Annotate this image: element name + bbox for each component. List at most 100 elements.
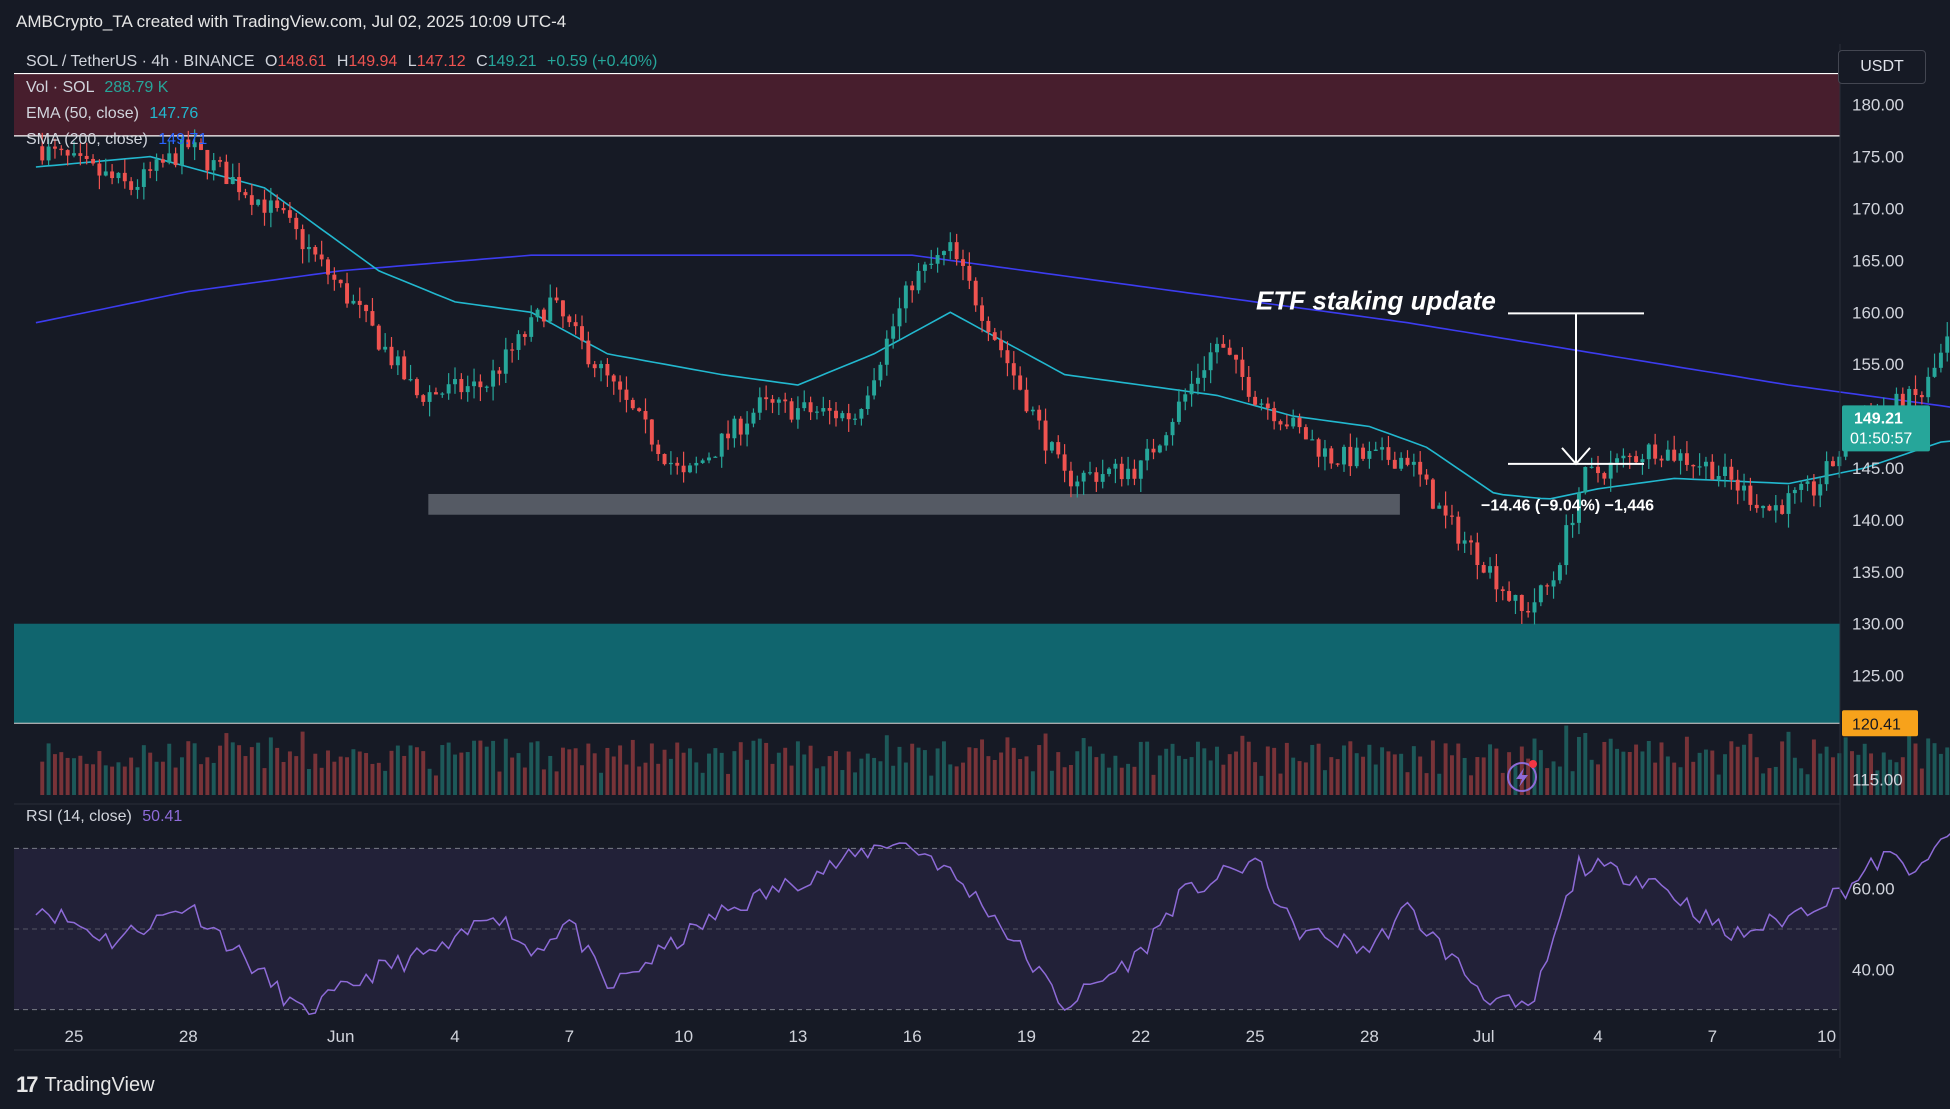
candle-body bbox=[421, 395, 426, 402]
high-value: 149.94 bbox=[348, 53, 398, 70]
attribution-text: AMBCrypto_TA created with TradingView.co… bbox=[16, 12, 567, 31]
candle-body bbox=[224, 161, 229, 185]
candles[interactable] bbox=[40, 129, 1950, 625]
volume-bar bbox=[1481, 757, 1486, 795]
candle-body bbox=[916, 270, 921, 291]
candle-body bbox=[624, 389, 629, 400]
volume-bar bbox=[249, 747, 254, 795]
candle-body bbox=[46, 146, 51, 161]
candle-body bbox=[294, 217, 299, 230]
candle-body bbox=[1691, 464, 1696, 467]
volume-bar bbox=[980, 739, 985, 795]
candle-body bbox=[897, 308, 902, 327]
candle-body bbox=[1837, 456, 1842, 467]
candle-body bbox=[1608, 462, 1613, 479]
volume-bar bbox=[1526, 758, 1531, 795]
volume-bar bbox=[338, 756, 343, 795]
candle-body bbox=[1145, 448, 1150, 461]
candle-body bbox=[249, 195, 254, 205]
candle-body bbox=[846, 413, 851, 420]
volume-bar bbox=[745, 759, 750, 795]
candle-body bbox=[1119, 463, 1124, 480]
volume-bar bbox=[1018, 758, 1023, 795]
candle-body bbox=[1392, 459, 1397, 469]
price-tick-label: 180.00 bbox=[1852, 96, 1904, 115]
candle-body bbox=[1030, 409, 1035, 412]
mid-range-zone bbox=[428, 493, 1400, 515]
volume-bar bbox=[916, 747, 921, 795]
candle-body bbox=[707, 457, 711, 461]
candle-body bbox=[364, 304, 369, 312]
candle-body bbox=[668, 462, 673, 465]
candle-body bbox=[1735, 479, 1740, 491]
volume-bar bbox=[503, 738, 508, 795]
volume-bar bbox=[1322, 770, 1327, 795]
volume-bar bbox=[122, 766, 127, 795]
volume-bar bbox=[1132, 766, 1137, 795]
candle-body bbox=[573, 322, 578, 327]
currency-button[interactable]: USDT bbox=[1838, 50, 1926, 84]
tradingview-logo[interactable]: 17 TradingView bbox=[16, 1072, 155, 1098]
candle-body bbox=[1443, 505, 1448, 516]
candle-body bbox=[1830, 461, 1835, 467]
volume-bar bbox=[237, 745, 242, 795]
candle-body bbox=[148, 169, 153, 171]
volume-bar bbox=[529, 742, 534, 795]
legend-volume-row[interactable]: Vol · SOL 288.79 K bbox=[26, 79, 168, 97]
legend-rsi-row[interactable]: RSI (14, close) 50.41 bbox=[26, 808, 182, 826]
candle-body bbox=[732, 418, 737, 439]
volume-bar bbox=[192, 743, 197, 795]
candle-body bbox=[1183, 394, 1188, 402]
volume-bar bbox=[560, 747, 565, 795]
candle-countdown: 01:50:57 bbox=[1850, 430, 1912, 447]
ema-50-path bbox=[35, 155, 1950, 500]
volume-bar bbox=[541, 769, 546, 795]
candle-body bbox=[1767, 505, 1772, 511]
candle-body bbox=[484, 386, 489, 388]
candle-body bbox=[853, 418, 858, 420]
volume-bar bbox=[1119, 767, 1124, 795]
volume-bar bbox=[599, 772, 604, 795]
volume-bar bbox=[478, 740, 483, 795]
volume-bar bbox=[1265, 746, 1270, 795]
candle-body bbox=[402, 356, 407, 380]
chart-svg[interactable]: 115.00120.00125.00130.00135.00140.00145.… bbox=[0, 44, 1950, 1058]
volume-bar bbox=[1418, 756, 1423, 795]
time-tick-label: 28 bbox=[179, 1027, 198, 1046]
volume-bar bbox=[1723, 754, 1727, 795]
symbol-label: SOL / TetherUS · 4h · BINANCE bbox=[26, 53, 255, 70]
volume-bar bbox=[46, 743, 51, 795]
rsi-pane bbox=[14, 832, 1950, 1016]
candle-body bbox=[1894, 393, 1899, 407]
volume-bar bbox=[40, 761, 45, 795]
volume-bar bbox=[135, 767, 140, 795]
volume-bar bbox=[129, 757, 134, 795]
volume-bar bbox=[1005, 737, 1010, 795]
candle-body bbox=[65, 150, 70, 156]
volume-bar bbox=[757, 738, 762, 795]
time-tick-label: 4 bbox=[1593, 1027, 1602, 1046]
candle-body bbox=[268, 200, 273, 213]
volume-bar bbox=[1081, 738, 1086, 795]
sma-label: SMA (200, close) bbox=[26, 131, 148, 148]
candle-body bbox=[1824, 461, 1829, 485]
candle-body bbox=[440, 393, 445, 395]
legend-ema-row[interactable]: EMA (50, close) 147.76 bbox=[26, 105, 198, 123]
volume-bar bbox=[1691, 761, 1696, 795]
candle-body bbox=[1329, 448, 1334, 464]
candle-body bbox=[770, 399, 775, 403]
candle-body bbox=[1462, 540, 1467, 544]
legend-sma-row[interactable]: SMA (200, close) 149.71 bbox=[26, 131, 207, 149]
candle-body bbox=[529, 317, 534, 337]
candle-body bbox=[1240, 359, 1245, 377]
volume-bar bbox=[1627, 751, 1632, 795]
volume-bar bbox=[1729, 741, 1734, 795]
candle-body bbox=[1380, 447, 1385, 450]
candle-body bbox=[256, 199, 261, 205]
candle-body bbox=[1576, 492, 1581, 523]
volume-bar bbox=[262, 768, 267, 795]
price-tick-label: 140.00 bbox=[1852, 511, 1904, 530]
volume-bar bbox=[205, 757, 210, 795]
last-price-tag bbox=[1842, 405, 1930, 452]
volume-bar bbox=[1011, 747, 1016, 795]
